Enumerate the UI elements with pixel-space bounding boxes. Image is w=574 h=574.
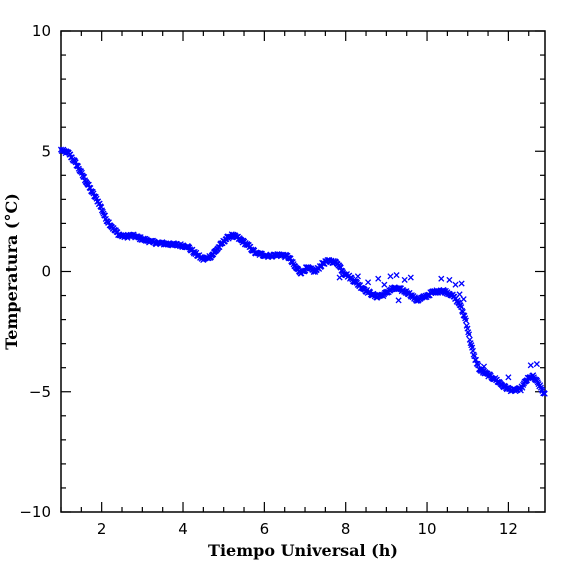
x-tick-label: 12 [499, 520, 518, 538]
data-point-marker [533, 361, 540, 368]
x-tick-label: 10 [418, 520, 437, 538]
data-point-marker [387, 273, 394, 280]
y-tick-label: 10 [32, 22, 51, 40]
data-point-marker [527, 362, 534, 369]
x-tick-label: 8 [341, 520, 351, 538]
x-tick-label: 2 [97, 520, 107, 538]
x-axis-label: Tiempo Universal (h) [208, 541, 398, 560]
y-tick-label: −5 [29, 383, 51, 401]
data-point-marker [462, 317, 469, 324]
x-tick-label: 4 [178, 520, 188, 538]
data-point-marker [438, 275, 445, 282]
data-point-marker [541, 390, 548, 397]
scatter-markers [57, 146, 548, 397]
y-axis-label: Temperatura (°C) [2, 193, 21, 350]
y-tick-label: −10 [19, 503, 51, 521]
axis-ticks [60, 30, 545, 513]
data-point-marker [465, 331, 473, 338]
data-point-marker [452, 281, 459, 288]
data-point-marker [460, 296, 467, 303]
data-point-marker [336, 274, 343, 281]
data-point-marker [393, 272, 400, 279]
data-point-marker [375, 275, 382, 282]
data-point-marker [401, 276, 408, 283]
x-tick-label: 6 [260, 520, 270, 538]
tick-labels: 2 4 6 8 10 12 −10 −5 0 5 10 [19, 22, 518, 538]
y-tick-label: 0 [41, 263, 51, 281]
data-point-marker [407, 274, 414, 281]
data-point-marker [446, 276, 453, 283]
data-point-marker [365, 279, 372, 286]
data-point-marker [458, 280, 465, 287]
data-point-marker [456, 291, 463, 298]
data-point-marker [480, 363, 488, 370]
data-point-marker [381, 281, 388, 288]
data-point-marker [505, 374, 512, 381]
data-point-marker [354, 273, 361, 280]
y-tick-label: 5 [41, 142, 51, 160]
data-point-marker [395, 297, 402, 304]
